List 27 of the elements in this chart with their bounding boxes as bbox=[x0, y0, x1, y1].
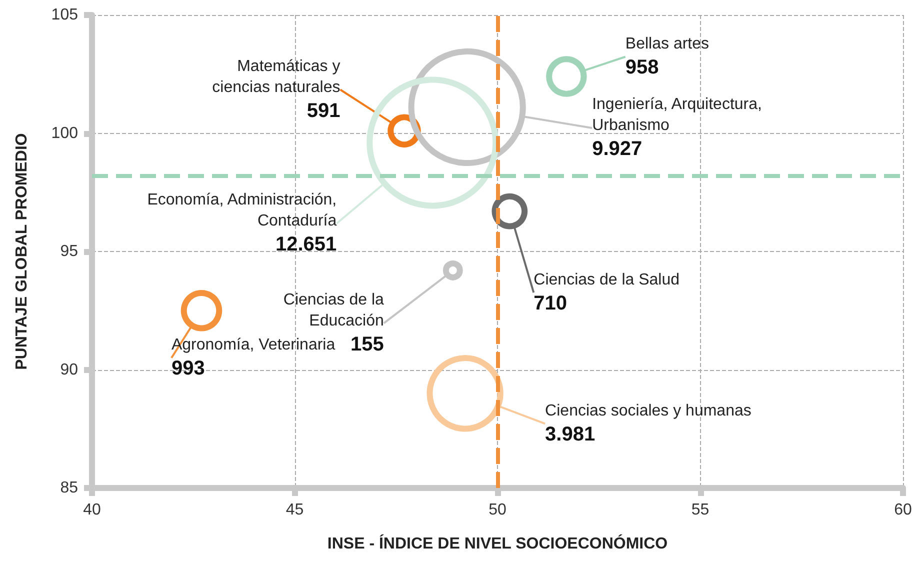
x-tick-label: 40 bbox=[83, 502, 101, 518]
data-label: 958 bbox=[625, 56, 659, 78]
data-label: 710 bbox=[534, 292, 568, 314]
text: Ciencias sociales y humanas bbox=[545, 402, 752, 420]
text: Matemáticas y ciencias naturales bbox=[212, 58, 340, 96]
x-tick-label: 50 bbox=[488, 502, 506, 518]
y-axis-title: PUNTAJE GLOBAL PROMEDIO bbox=[14, 133, 30, 370]
x-axis-title: INSE - ÍNDICE DE NIVEL SOCIOECONÓMICO bbox=[327, 534, 668, 552]
data-label: 591 bbox=[306, 100, 340, 122]
data-label: 9.927 bbox=[592, 138, 642, 160]
data-label: 3.981 bbox=[545, 423, 596, 446]
data-label: 155 bbox=[350, 333, 384, 356]
x-tick-label: 45 bbox=[286, 502, 304, 518]
x-tick-label: 55 bbox=[691, 502, 710, 518]
text: Ingeniería, Arquitectura, Urbanismo bbox=[592, 96, 762, 134]
text: Economía, Administración, Contaduría bbox=[147, 192, 337, 230]
data-label: 12.651 bbox=[275, 234, 337, 256]
y-tick-label: 90 bbox=[60, 361, 78, 378]
y-tick-label: 105 bbox=[51, 6, 78, 24]
text: Bellas artes bbox=[625, 35, 710, 52]
text: Ciencias de la Salud bbox=[534, 271, 680, 288]
x-tick-label: 60 bbox=[894, 502, 912, 518]
y-tick-label: 100 bbox=[51, 124, 78, 142]
text: Ciencias de la Educación bbox=[283, 291, 384, 330]
y-tick-label: 85 bbox=[60, 480, 78, 496]
data-label: 993 bbox=[171, 358, 205, 380]
y-tick-label: 95 bbox=[60, 243, 78, 260]
